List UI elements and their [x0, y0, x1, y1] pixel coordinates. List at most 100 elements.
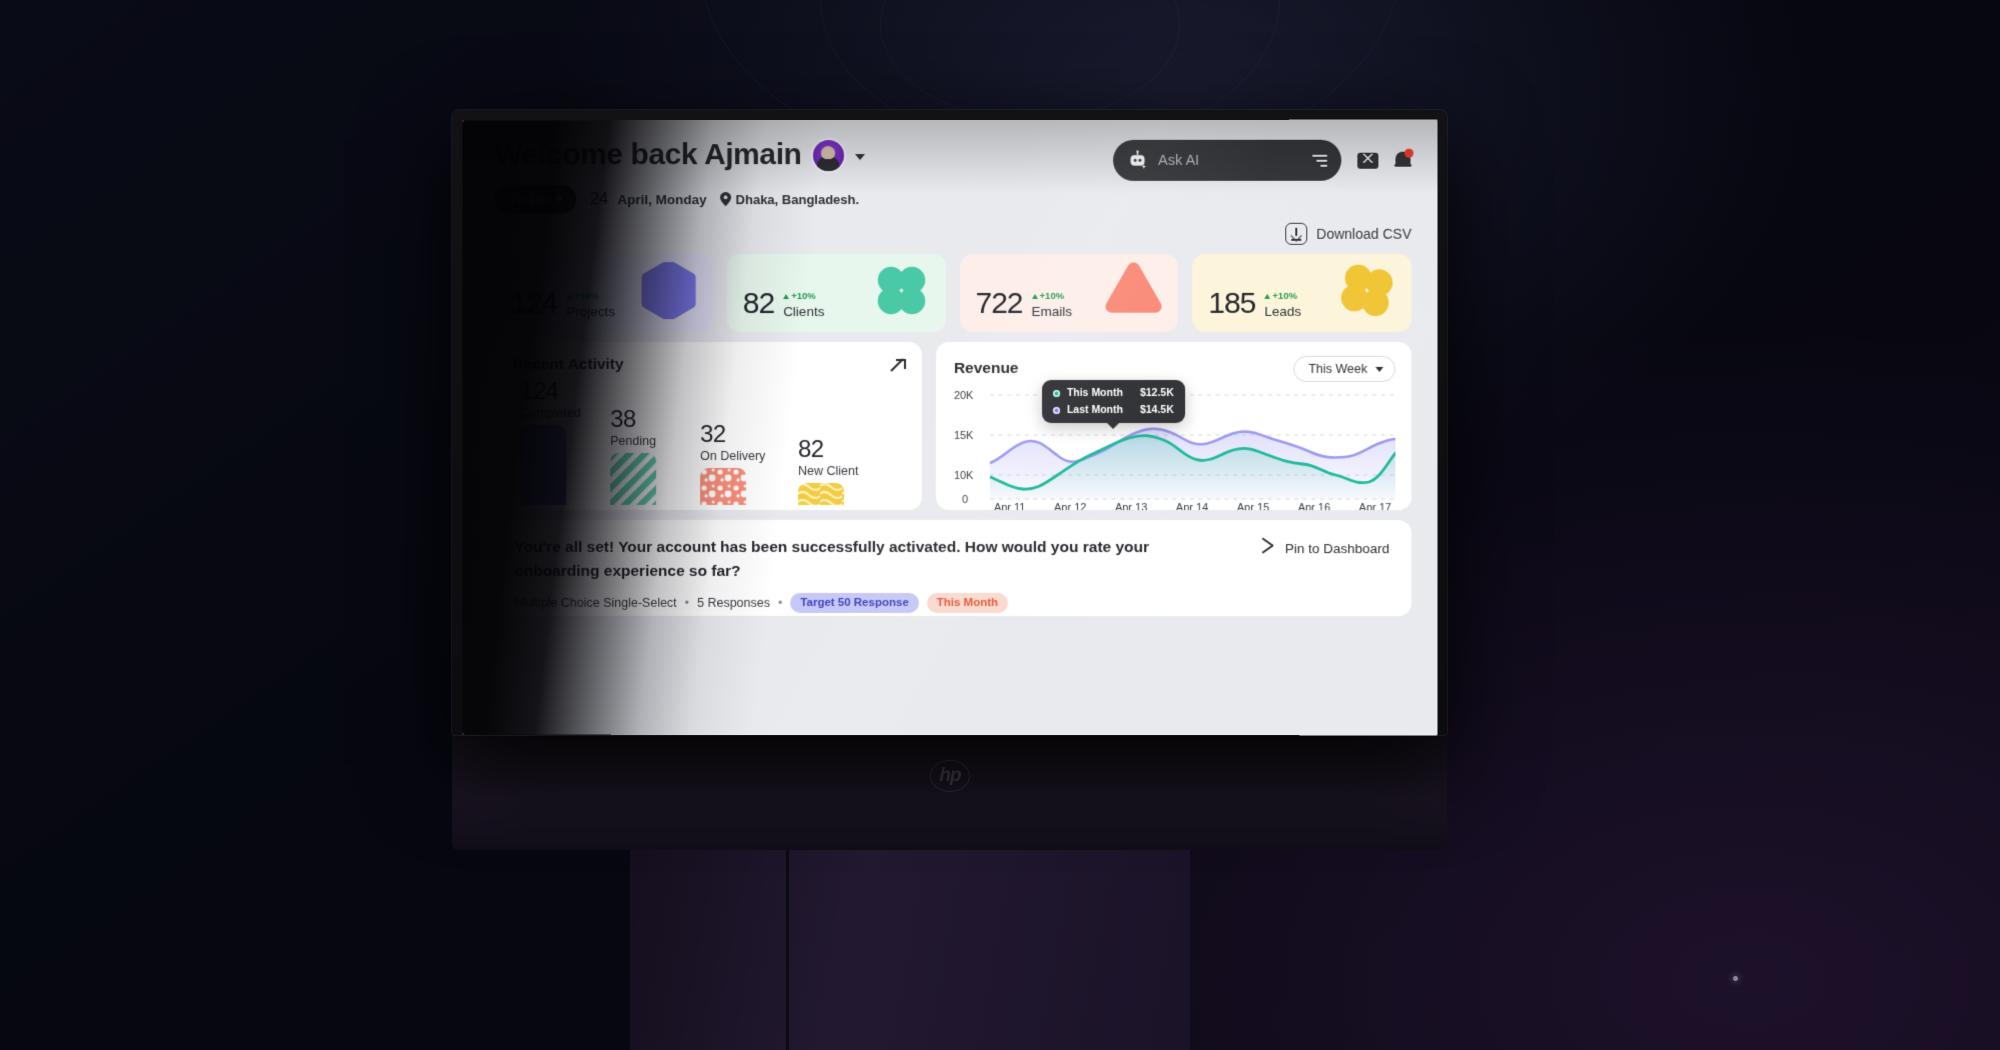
- toolbar: Download CSV: [463, 213, 1438, 245]
- revenue-range-label: This Week: [1308, 361, 1368, 376]
- bar-label: Pending: [610, 433, 657, 448]
- x-tick: Apr 15: [1236, 502, 1270, 511]
- location: Dhaka, Bangladesh.: [720, 192, 859, 207]
- separator: •: [778, 596, 783, 611]
- expand-arrow-icon[interactable]: [891, 358, 906, 373]
- stat-value: 82: [742, 287, 775, 321]
- location-pin-icon: [720, 192, 731, 207]
- mail-icon[interactable]: [1357, 152, 1379, 169]
- stat-delta: +10%: [783, 290, 824, 302]
- tooltip-name: Last Month: [1066, 403, 1123, 416]
- bar-group-completed[interactable]: 124 Completed: [520, 378, 581, 510]
- pinwheel-icon: [1341, 264, 1393, 317]
- stat-label: Leads: [1264, 303, 1302, 319]
- badge-target-response[interactable]: Target 50 Response: [790, 593, 919, 614]
- y-tick-0: 0: [961, 494, 969, 507]
- ask-ai-placeholder: Ask AI: [1158, 152, 1200, 169]
- chevron-down-icon[interactable]: [854, 153, 865, 160]
- todo-dropdown[interactable]: To-Do: [494, 185, 577, 214]
- bar-label: On Delivery: [700, 448, 766, 463]
- chevron-down-icon: [1375, 366, 1384, 372]
- stat-value: 124: [510, 287, 558, 321]
- bar-group-pending[interactable]: 38 Pending: [610, 406, 657, 510]
- survey-type: Multiple Choice Single-Select: [514, 595, 677, 610]
- tooltip-tail: [1106, 421, 1121, 430]
- tooltip-row-last-month: Last Month $14.5K: [1052, 403, 1174, 416]
- recent-activity-title: Recent Activity: [512, 356, 624, 374]
- notification-badge: [1404, 148, 1414, 158]
- stat-delta: +10%: [1264, 290, 1302, 302]
- tooltip-row-this-month: This Month $12.5K: [1052, 386, 1174, 399]
- monitor: Welcome back Ajmain To-Do 24 April, Mond…: [452, 110, 1447, 736]
- todo-label: To-Do: [509, 191, 549, 208]
- revenue-range-dropdown[interactable]: This Week: [1293, 355, 1396, 382]
- separator: •: [684, 595, 690, 610]
- bar-on-delivery: [700, 468, 747, 510]
- revenue-card: Revenue This Week 20K 15K 10K 0: [935, 341, 1412, 511]
- bar-completed: [520, 425, 567, 510]
- survey-question: You're all set! Your account has been su…: [514, 538, 1150, 580]
- stat-meta: +10% Clients: [783, 290, 825, 320]
- monitor-bottom-bezel: [452, 735, 1447, 850]
- bar-value: 124: [520, 378, 559, 406]
- x-tick: Apr 13: [1114, 502, 1148, 511]
- stat-label: Projects: [566, 304, 616, 320]
- bar-group-on-delivery[interactable]: 32 On Delivery: [700, 421, 766, 510]
- tooltip-value: $14.5K: [1139, 403, 1174, 416]
- charts-row: Recent Activity: [463, 332, 1438, 511]
- badge-this-month[interactable]: This Month: [926, 593, 1009, 614]
- stat-card-projects[interactable]: 124 +10% Projects: [494, 254, 713, 333]
- bar-pending: [610, 453, 657, 510]
- recent-activity-card: Recent Activity: [494, 342, 922, 510]
- pin-label: Pin to Dashboard: [1284, 540, 1390, 556]
- stat-label: Clients: [783, 304, 825, 320]
- pin-icon: [1260, 540, 1276, 556]
- monitor-screen: Welcome back Ajmain To-Do 24 April, Mond…: [462, 119, 1438, 736]
- dashboard-app: Welcome back Ajmain To-Do 24 April, Mond…: [462, 119, 1438, 736]
- bar-group-new-client[interactable]: 82 New Client: [798, 436, 859, 510]
- revenue-chart: 20K 15K 10K 0: [953, 379, 1396, 510]
- y-tick-20k: 20K: [953, 389, 974, 402]
- survey-card: You're all set! Your account has been su…: [494, 519, 1412, 617]
- date-number: 24: [589, 189, 609, 209]
- stat-meta: +10% Projects: [566, 291, 616, 320]
- bar-value: 32: [700, 421, 726, 448]
- date-text: April, Monday: [617, 191, 707, 207]
- revenue-title: Revenue: [953, 359, 1019, 377]
- stat-delta-value: +10%: [791, 290, 816, 302]
- recent-activity-header: Recent Activity: [512, 356, 905, 374]
- stat-value: 185: [1208, 286, 1256, 320]
- revenue-tooltip: This Month $12.5K Last Month $14.5K: [1041, 379, 1185, 430]
- filter-icon[interactable]: [1312, 154, 1328, 167]
- dashboard-header: Welcome back Ajmain To-Do 24 April, Mond…: [463, 120, 1438, 214]
- ask-ai-input[interactable]: Ask AI: [1113, 139, 1342, 181]
- stat-meta: +10% Leads: [1264, 290, 1302, 319]
- bar-label: New Client: [798, 463, 859, 478]
- stat-cards: 124 +10% Projects: [463, 245, 1438, 333]
- survey-responses: 5 Responses: [697, 595, 771, 611]
- stat-delta-value: +10%: [1272, 290, 1298, 302]
- bar-value: 38: [610, 406, 636, 433]
- hp-logo: hp: [930, 760, 970, 792]
- stat-value: 722: [975, 286, 1023, 320]
- stat-card-leads[interactable]: 185 +10% Leads: [1192, 253, 1412, 332]
- revenue-x-axis: Apr 11 Apr 12 Apr 13 Apr 14 Apr 15 Apr 1…: [990, 502, 1396, 510]
- avatar[interactable]: [812, 139, 844, 171]
- download-csv-button[interactable]: Download CSV: [1285, 222, 1411, 245]
- tooltip-name: This Month: [1066, 386, 1123, 399]
- stat-delta: +10%: [1031, 290, 1073, 302]
- stat-card-emails[interactable]: 722 +10% Emails: [959, 253, 1179, 332]
- header-meta-row: To-Do 24 April, Monday Dhaka, Bangladesh…: [494, 185, 1411, 214]
- stat-card-clients[interactable]: 82 +10% Clients: [726, 254, 946, 333]
- stat-delta: +10%: [566, 291, 615, 302]
- recent-activity-bars: 124 Completed 38 Pending: [512, 378, 905, 510]
- tooltip-value: $12.5K: [1139, 386, 1174, 399]
- triangle-icon: [1105, 262, 1162, 313]
- notifications-button[interactable]: [1394, 148, 1414, 170]
- bar-label: Completed: [520, 406, 581, 421]
- hexagon-icon: [641, 262, 696, 320]
- x-tick: Apr 14: [1175, 502, 1209, 511]
- pin-to-dashboard-button[interactable]: Pin to Dashboard: [1260, 540, 1390, 556]
- stat-delta-value: +10%: [1039, 290, 1065, 302]
